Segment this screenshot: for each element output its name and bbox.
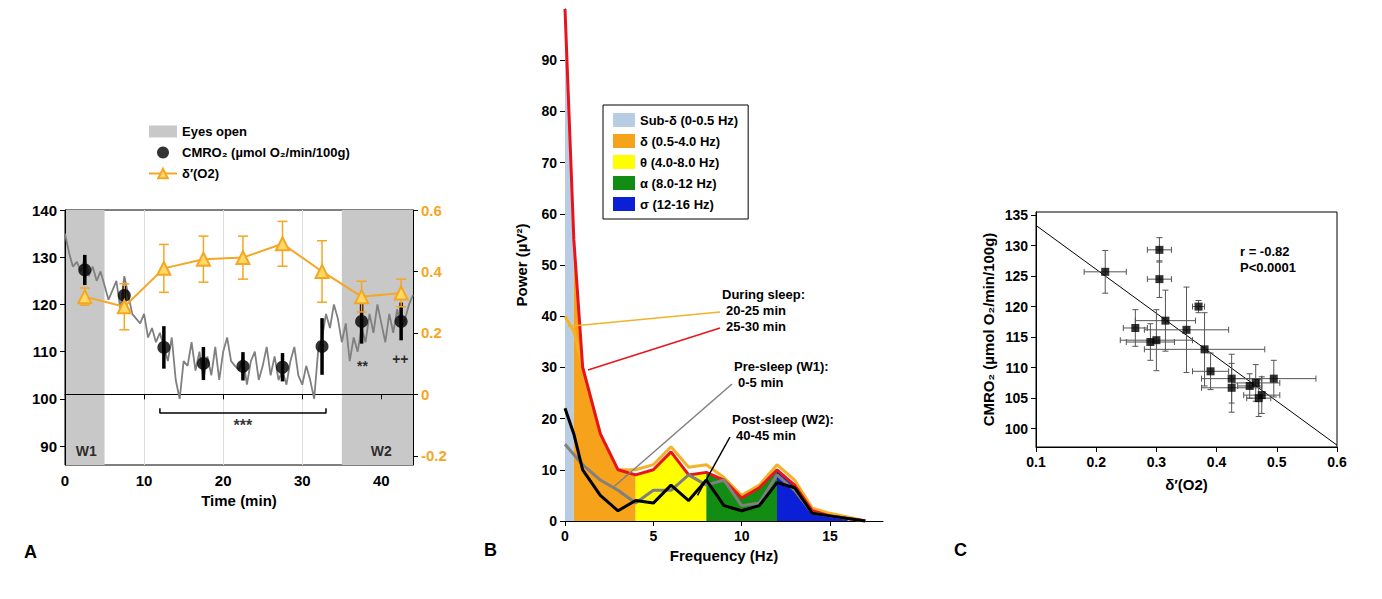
svg-text:10: 10 (136, 472, 153, 489)
svg-text:**: ** (357, 358, 368, 374)
svg-text:σ (12-16 Hz): σ (12-16 Hz) (640, 197, 714, 212)
svg-text:15: 15 (822, 528, 838, 544)
svg-text:CMRO₂ (µmol O₂/min/100g): CMRO₂ (µmol O₂/min/100g) (980, 233, 997, 427)
svg-text:10: 10 (541, 462, 557, 478)
svg-text:++: ++ (392, 351, 408, 367)
svg-text:120: 120 (32, 296, 57, 313)
svg-text:P<0.0001: P<0.0001 (1240, 260, 1296, 275)
svg-text:r = -0.82: r = -0.82 (1240, 244, 1290, 259)
svg-text:0.6: 0.6 (1327, 454, 1347, 470)
svg-text:W2: W2 (371, 443, 392, 459)
svg-text:W1: W1 (76, 443, 97, 459)
svg-text:Frequency (Hz): Frequency (Hz) (670, 547, 778, 564)
svg-text:50: 50 (541, 257, 557, 273)
svg-text:130: 130 (32, 249, 57, 266)
svg-text:120: 120 (1005, 299, 1029, 315)
svg-text:During sleep:: During sleep: (722, 287, 805, 302)
svg-text:0: 0 (549, 513, 557, 529)
svg-text:30: 30 (541, 359, 557, 375)
svg-text:CMRO₂ (µmol O₂/min/100g): CMRO₂ (µmol O₂/min/100g) (182, 145, 350, 160)
svg-text:0.1: 0.1 (1026, 454, 1046, 470)
svg-text:0-5 min: 0-5 min (738, 375, 784, 390)
svg-text:Power (µV²): Power (µV²) (513, 224, 530, 307)
svg-text:***: *** (234, 417, 253, 434)
svg-text:Sub-δ (0-0.5 Hz): Sub-δ (0-0.5 Hz) (640, 113, 738, 128)
svg-text:140: 140 (32, 202, 57, 219)
svg-text:30: 30 (294, 472, 311, 489)
svg-text:110: 110 (33, 343, 57, 360)
svg-text:10: 10 (734, 528, 750, 544)
svg-text:20: 20 (541, 411, 557, 427)
svg-text:70: 70 (541, 155, 557, 171)
svg-text:5: 5 (649, 528, 657, 544)
svg-text:α (8.0-12 Hz): α (8.0-12 Hz) (640, 176, 717, 191)
svg-text:110: 110 (1005, 360, 1028, 376)
svg-text:25-30 min: 25-30 min (726, 319, 786, 334)
svg-text:0.2: 0.2 (1086, 454, 1106, 470)
svg-text:40: 40 (541, 308, 557, 324)
svg-text:δ′(O2): δ′(O2) (182, 166, 219, 181)
svg-text:125: 125 (1005, 268, 1029, 284)
svg-text:0.2: 0.2 (421, 324, 442, 341)
svg-text:-0.2: -0.2 (421, 447, 447, 464)
svg-text:Post-sleep (W2):: Post-sleep (W2): (732, 412, 834, 427)
svg-text:135: 135 (1005, 207, 1029, 223)
svg-text:0.5: 0.5 (1267, 454, 1287, 470)
svg-text:100: 100 (1005, 421, 1029, 437)
svg-text:90: 90 (541, 52, 557, 68)
svg-text:B: B (484, 540, 497, 560)
svg-text:0.3: 0.3 (1147, 454, 1167, 470)
svg-text:0.6: 0.6 (421, 202, 442, 219)
svg-text:Time (min): Time (min) (201, 492, 277, 509)
svg-text:θ (4.0-8.0 Hz): θ (4.0-8.0 Hz) (640, 155, 719, 170)
svg-text:80: 80 (541, 103, 557, 119)
svg-text:60: 60 (541, 206, 557, 222)
svg-text:0: 0 (421, 386, 429, 403)
svg-text:δ′(O2): δ′(O2) (1165, 476, 1208, 493)
svg-text:Eyes open: Eyes open (182, 124, 247, 139)
svg-text:0: 0 (561, 528, 569, 544)
svg-text:20-25 min: 20-25 min (726, 303, 786, 318)
svg-text:A: A (24, 542, 37, 562)
svg-text:C: C (954, 540, 967, 560)
svg-text:0: 0 (61, 472, 69, 489)
svg-text:90: 90 (40, 438, 57, 455)
svg-text:115: 115 (1005, 329, 1028, 345)
svg-text:40-45 min: 40-45 min (736, 428, 796, 443)
svg-text:105: 105 (1005, 390, 1029, 406)
svg-text:0.4: 0.4 (421, 263, 443, 280)
svg-text:20: 20 (215, 472, 232, 489)
svg-text:130: 130 (1005, 238, 1029, 254)
svg-text:40: 40 (373, 472, 390, 489)
svg-text:0.4: 0.4 (1207, 454, 1227, 470)
svg-text:Pre-sleep (W1):: Pre-sleep (W1): (734, 359, 829, 374)
svg-text:100: 100 (32, 390, 57, 407)
svg-text:δ (0.5-4.0 Hz): δ (0.5-4.0 Hz) (640, 134, 720, 149)
